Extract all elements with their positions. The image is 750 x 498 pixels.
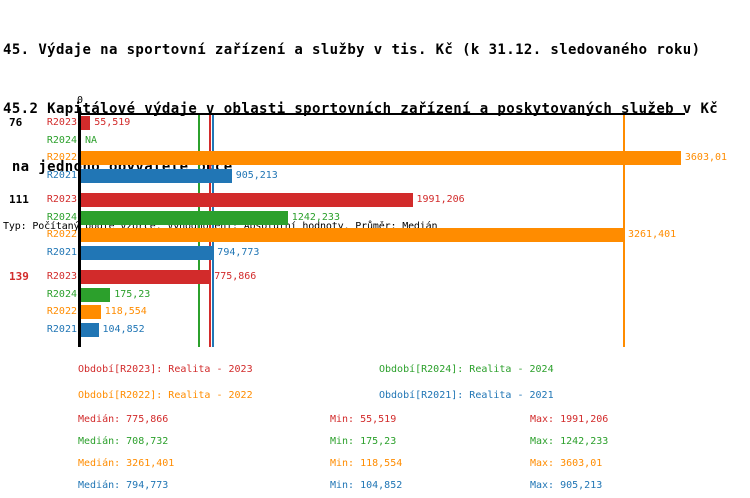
series-label-r2023: R2023 xyxy=(46,117,77,128)
series-label-r2021: R2021 xyxy=(46,246,77,258)
bar-r2024 xyxy=(81,210,288,225)
stat-max-r2022: Max: 3603,01 xyxy=(530,458,603,469)
bar-value-label: 3261,401 xyxy=(628,229,677,240)
stat-min-r2024: Min: 175,23 xyxy=(330,436,397,447)
bar-chart-canvas: 0 76 R2023 55,519 R2024 NA R2022 3603,01 R2021 90… xyxy=(9,95,728,347)
series-label-r2022: R2022 xyxy=(46,152,77,163)
bar-r2023 xyxy=(81,116,91,130)
bar-value-label: 175,23 xyxy=(114,288,151,300)
chart-meta-line: Typ: Počítaný podle vzorce, Vyhodnocení:… xyxy=(3,220,438,232)
bar-r2022 xyxy=(81,151,681,165)
y-axis-line xyxy=(78,107,81,347)
series-label-r2024: R2024 xyxy=(46,211,77,223)
series-label-r2024: R2024 xyxy=(46,288,77,300)
stat-max-r2023: Max: 1991,206 xyxy=(530,414,609,425)
bar-r2021 xyxy=(81,322,99,337)
bar-r2023 xyxy=(81,193,413,207)
bar-r2023 xyxy=(81,270,211,284)
series-label-r2023: R2023 xyxy=(46,194,77,205)
bar-value-label: 794,773 xyxy=(217,246,260,258)
stat-min-r2021: Min: 104,852 xyxy=(330,480,403,491)
series-label-r2022: R2022 xyxy=(46,229,77,240)
bar-value-label: 104,852 xyxy=(102,323,145,335)
legend-item-r2022: Období[R2022]: Realita - 2022 xyxy=(78,390,253,401)
stat-min-r2022: Min: 118,554 xyxy=(330,458,403,469)
bar-r2024 xyxy=(81,287,111,302)
bar-value-label: 1242,233 xyxy=(291,211,340,223)
bar-value-label: 775,866 xyxy=(214,271,257,282)
group-label-111: 111 xyxy=(9,193,29,206)
bar-value-label: 1991,206 xyxy=(416,194,465,205)
stat-median-r2024: Medián: 708,732 xyxy=(78,436,169,447)
chart-header: 45. Výdaje na sportovní zařízení a služb… xyxy=(3,2,718,252)
legend-item-r2024: Období[R2024]: Realita - 2024 xyxy=(379,364,554,375)
series-label-r2021: R2021 xyxy=(46,169,77,181)
bar-r2021 xyxy=(81,168,232,183)
series-label-r2022: R2022 xyxy=(46,306,77,317)
series-label-r2024: R2024 xyxy=(46,134,77,146)
series-label-r2021: R2021 xyxy=(46,323,77,335)
group-label-76: 76 xyxy=(9,116,23,129)
bar-r2022 xyxy=(81,305,101,319)
series-label-r2023: R2023 xyxy=(46,271,77,282)
bar-value-label: 3603,01 xyxy=(684,152,728,163)
x-axis-line xyxy=(78,113,685,115)
stat-max-r2024: Max: 1242,233 xyxy=(530,436,609,447)
group-label-139: 139 xyxy=(9,270,29,283)
bar-value-label: 55,519 xyxy=(94,117,131,128)
stat-median-r2021: Medián: 794,773 xyxy=(78,480,169,491)
bar-value-label: 905,213 xyxy=(235,169,278,181)
stat-median-r2022: Medián: 3261,401 xyxy=(78,458,175,469)
bar-r2021 xyxy=(81,245,214,260)
stat-median-r2023: Medián: 775,866 xyxy=(78,414,169,425)
legend-item-r2021: Období[R2021]: Realita - 2021 xyxy=(379,390,554,401)
bar-value-label: 118,554 xyxy=(104,306,147,317)
chart-title-line2: 45.2 Kapitálové výdaje v oblasti sportov… xyxy=(3,100,719,117)
bar-value-label: NA xyxy=(85,134,98,146)
chart-title-line1: 45. Výdaje na sportovní zařízení a služb… xyxy=(3,42,701,58)
stat-min-r2023: Min: 55,519 xyxy=(330,414,397,425)
legend-item-r2023: Období[R2023]: Realita - 2023 xyxy=(78,364,253,375)
bar-r2022 xyxy=(81,228,624,242)
stat-max-r2021: Max: 905,213 xyxy=(530,480,603,491)
axis-zero-tick-label: 0 xyxy=(76,95,84,106)
